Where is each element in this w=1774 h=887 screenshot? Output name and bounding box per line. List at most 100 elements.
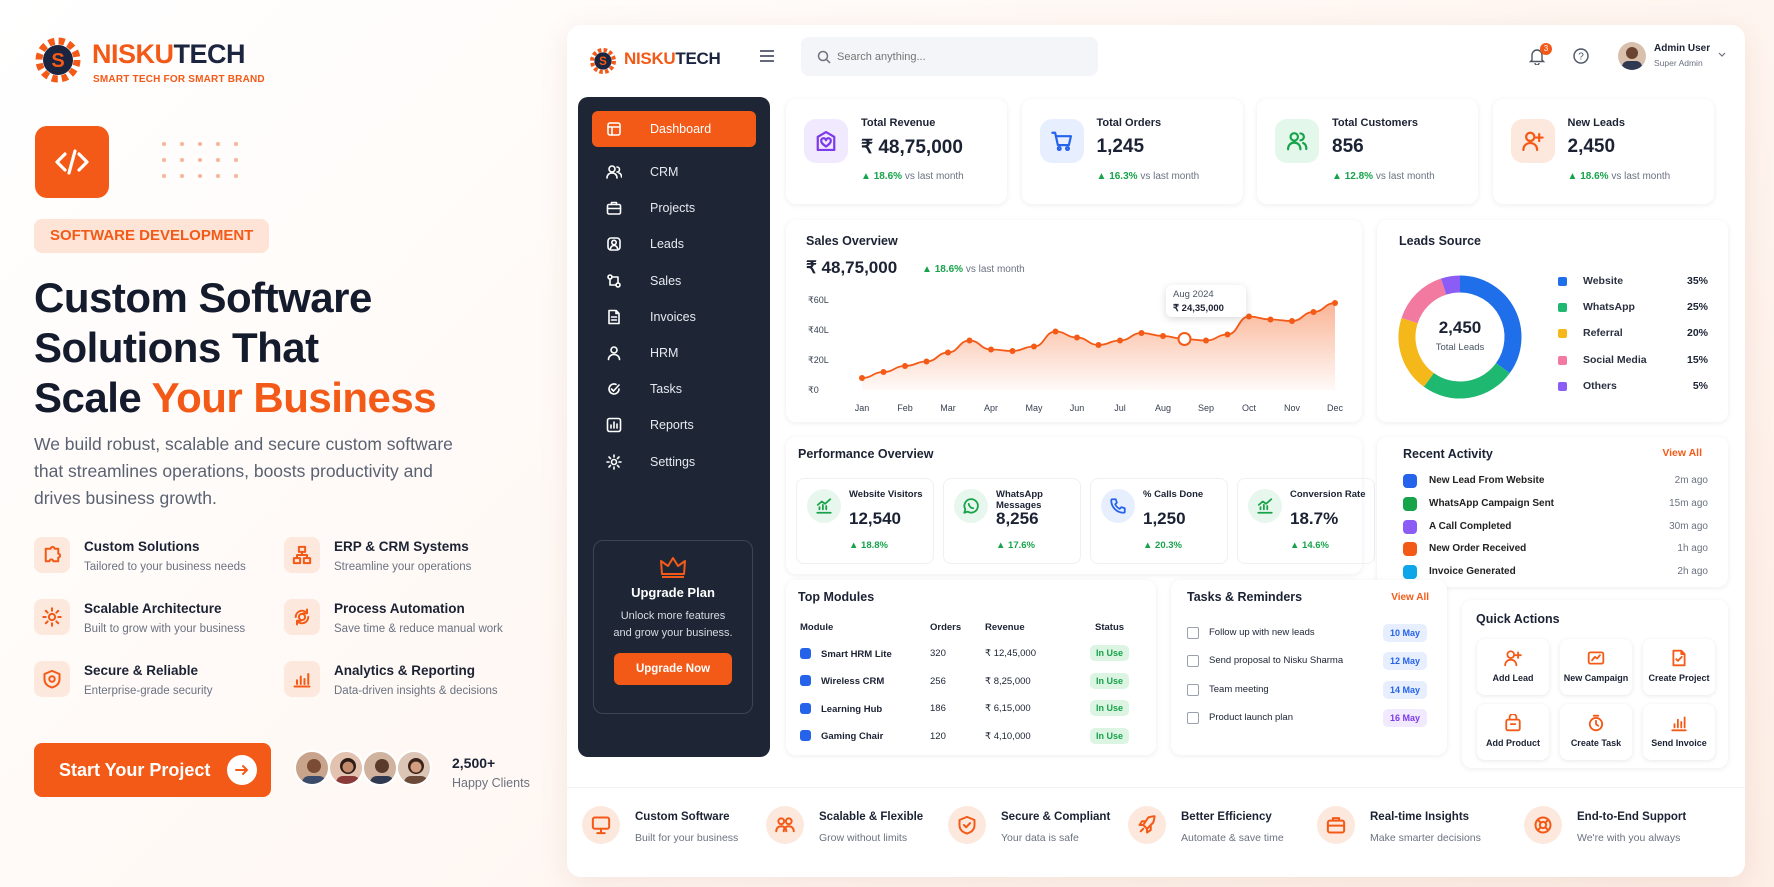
metric-value: 8,256 (996, 509, 1039, 528)
bottom-feature-title: Real-time Insights (1370, 811, 1470, 823)
brand-tagline: SMART TECH FOR SMART BRAND (93, 74, 265, 85)
kpi-change: ▲ 16.3% vs last month (1096, 171, 1200, 182)
quick-action-add-lead[interactable]: Add Lead (1477, 639, 1549, 695)
sidebar-item-invoices[interactable]: Invoices (592, 299, 756, 335)
metric-title: % Calls Done (1143, 489, 1204, 500)
sidebar-item-tasks[interactable]: Tasks (592, 371, 756, 407)
task-label: Send proposal to Nisku Sharma (1209, 655, 1344, 667)
avatar (1618, 42, 1646, 70)
quick-action-add-product[interactable]: Add Product (1477, 704, 1549, 760)
search-box[interactable] (801, 37, 1098, 76)
user-menu[interactable]: Admin User Super Admin (1618, 40, 1728, 74)
kpi-card[interactable]: Total Customers 856 ▲ 12.8% vs last month (1257, 99, 1478, 204)
hero-feature: Analytics & Reporting Data-driven insight… (284, 661, 534, 711)
quick-action-new-campaign[interactable]: New Campaign (1560, 639, 1632, 695)
search-input[interactable] (837, 47, 1077, 67)
start-project-button[interactable]: Start Your Project (34, 743, 271, 797)
donut-slice[interactable] (1440, 275, 1461, 295)
shield-icon (948, 806, 986, 844)
help-icon[interactable]: ? (1572, 47, 1590, 65)
support-icon (1524, 806, 1562, 844)
sidebar-item-sales[interactable]: Sales (592, 263, 756, 299)
task-checkbox[interactable] (1187, 655, 1199, 668)
feature-subtitle: Save time & reduce manual work (334, 623, 503, 635)
quick-action-create-project[interactable]: Create Project (1643, 639, 1715, 695)
dashboard-logo[interactable]: S NISKUTECH (588, 44, 738, 78)
tasks-view-all-link[interactable]: View All (1391, 592, 1429, 603)
kpi-card[interactable]: Total Orders 1,245 ▲ 16.3% vs last month (1021, 99, 1243, 204)
people-icon (766, 806, 804, 844)
module-status: In Use (1075, 723, 1144, 751)
task-checkbox[interactable] (1187, 711, 1199, 724)
metric-title: WhatsApp Messages (996, 489, 1043, 511)
performance-metric[interactable]: Conversion Rate 18.7% ▲ 14.6% (1237, 478, 1375, 564)
arrow-right-icon (227, 755, 257, 785)
activity-item[interactable]: Invoice Generated 2h ago (1403, 563, 1708, 583)
task-item[interactable]: Follow up with new leads 10 May (1187, 624, 1427, 644)
quick-action-label: New Campaign (1563, 673, 1629, 683)
client-avatars (294, 750, 442, 790)
kpi-title: Total Revenue (861, 117, 936, 129)
module-orders: 120 (930, 730, 946, 742)
task-item[interactable]: Team meeting 14 May (1187, 680, 1427, 701)
menu-icon[interactable] (759, 49, 775, 63)
sidebar-item-projects[interactable]: Projects (592, 190, 756, 226)
performance-metric[interactable]: WhatsApp Messages 8,256 ▲ 17.6% (943, 478, 1081, 564)
module-icon (800, 730, 811, 742)
activity-item[interactable]: WhatsApp Campaign Sent 15m ago (1403, 495, 1708, 515)
kpi-card[interactable]: New Leads 2,450 ▲ 18.6% vs last month (1492, 99, 1714, 204)
activity-item[interactable]: New Lead From Website 2m ago (1403, 472, 1708, 492)
table-row[interactable]: Learning Hub 186 ₹ 6,15,000 In Use (800, 695, 1144, 723)
task-clock-icon (1560, 714, 1632, 732)
sales-highlight-point[interactable] (1177, 332, 1192, 346)
bottom-feature-subtitle: Automate & save time (1181, 832, 1284, 844)
upgrade-now-button[interactable]: Upgrade Now (614, 653, 732, 685)
donut-slice[interactable] (1398, 318, 1435, 387)
bottom-feature-title: Scalable & Flexible (819, 811, 924, 823)
donut-slice[interactable] (1401, 278, 1447, 324)
quick-action-create-task[interactable]: Create Task (1560, 704, 1632, 760)
sidebar-item-crm[interactable]: CRM (592, 154, 756, 190)
donut-slice[interactable] (1423, 362, 1510, 399)
sidebar-item-leads[interactable]: Leads (592, 226, 756, 262)
table-row[interactable]: Gaming Chair 120 ₹ 4,10,000 In Use (800, 723, 1144, 751)
activity-item[interactable]: New Order Received 1h ago (1403, 540, 1708, 560)
activity-view-all-link[interactable]: View All (1662, 447, 1702, 459)
quick-action-send-invoice[interactable]: Send Invoice (1643, 704, 1715, 760)
performance-metric[interactable]: Website Visitors 12,540 ▲ 18.8% (796, 478, 934, 564)
x-tick-label: Sep (1198, 403, 1214, 413)
table-row[interactable]: Smart HRM Lite 320 ₹ 12,45,000 In Use (800, 640, 1144, 668)
automation-icon (284, 599, 320, 635)
activity-time: 2m ago (1674, 475, 1708, 486)
donut-slice[interactable] (1459, 275, 1522, 374)
notification-badge: 3 (1540, 43, 1552, 55)
x-tick-label: Nov (1284, 403, 1301, 413)
activity-item[interactable]: A Call Completed 30m ago (1403, 518, 1708, 538)
task-checkbox[interactable] (1187, 683, 1199, 696)
status-badge: In Use (1090, 700, 1130, 717)
add-user-icon (1510, 119, 1555, 163)
task-checkbox[interactable] (1187, 627, 1199, 639)
sidebar-item-reports[interactable]: Reports (592, 407, 756, 443)
performance-metric[interactable]: % Calls Done 1,250 ▲ 20.3% (1090, 478, 1228, 564)
task-item[interactable]: Product launch plan 16 May (1187, 708, 1427, 729)
sales-point (1267, 316, 1274, 323)
x-tick-label: Dec (1327, 403, 1344, 413)
legend-swatch (1558, 303, 1567, 313)
sales-point (1224, 331, 1231, 338)
status-badge: In Use (1090, 672, 1130, 689)
kpi-card[interactable]: Total Revenue ₹ 48,75,000 ▲ 18.6% vs last … (786, 99, 1007, 204)
module-icon (800, 647, 811, 659)
top-modules-card: Top Modules Module Orders Revenue Status Sm… (786, 580, 1156, 755)
sidebar-item-settings[interactable]: Settings (592, 444, 756, 480)
table-row[interactable]: Wireless CRM 256 ₹ 8,25,000 In Use (800, 668, 1144, 696)
sidebar-item-hrm[interactable]: HRM (592, 335, 756, 371)
hero-logo[interactable]: S NISKUTECH SMART TECH FOR SMART BRAND (32, 34, 272, 86)
module-icon (800, 702, 811, 714)
metric-change: ▲ 14.6% (1290, 540, 1329, 551)
notification-bell[interactable]: 3 (1528, 43, 1552, 65)
sidebar-item-dashboard[interactable]: Dashboard (592, 111, 756, 147)
task-item[interactable]: Send proposal to Nisku Sharma 12 May (1187, 652, 1427, 672)
sales-point (945, 349, 951, 356)
puzzle-icon (34, 537, 70, 573)
